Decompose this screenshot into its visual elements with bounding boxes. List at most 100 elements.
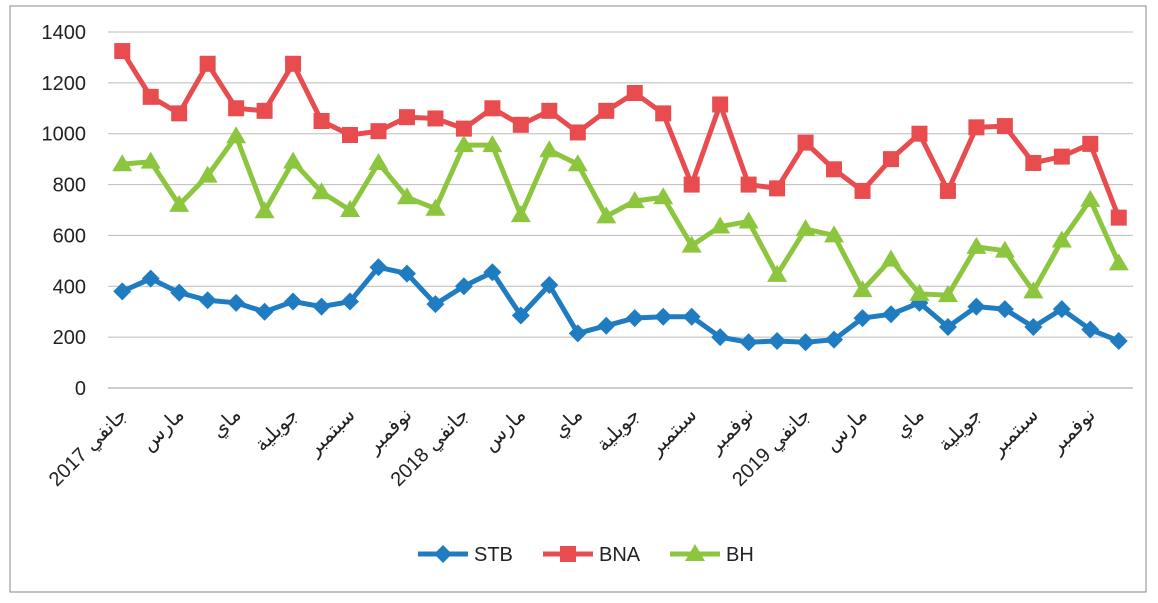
y-tick-label: 1000 <box>42 124 87 146</box>
marker <box>995 300 1014 319</box>
marker <box>681 235 702 253</box>
y-tick-label: 0 <box>75 378 86 400</box>
legend-marker <box>434 545 452 563</box>
marker <box>796 333 815 352</box>
marker <box>911 125 928 142</box>
marker <box>569 124 586 141</box>
marker <box>996 118 1013 135</box>
marker <box>853 309 872 328</box>
marker <box>169 194 190 212</box>
marker <box>1023 281 1044 299</box>
marker <box>937 285 958 303</box>
marker <box>824 225 845 243</box>
marker <box>227 293 246 312</box>
marker <box>454 277 473 296</box>
marker <box>682 307 701 326</box>
marker <box>341 292 360 311</box>
marker <box>597 316 616 335</box>
marker <box>769 180 786 197</box>
marker <box>625 309 644 328</box>
marker <box>312 297 331 316</box>
series-line <box>122 133 1122 298</box>
marker <box>567 154 588 172</box>
legend-label: STB <box>474 544 513 566</box>
marker <box>710 216 731 234</box>
marker <box>455 120 472 137</box>
marker <box>398 109 415 126</box>
marker <box>112 154 133 172</box>
marker <box>141 269 160 288</box>
legend-marker <box>560 546 576 562</box>
marker <box>909 283 930 301</box>
marker <box>938 317 957 336</box>
marker <box>425 198 446 216</box>
marker <box>1052 300 1071 319</box>
marker <box>626 85 643 102</box>
marker <box>740 176 757 193</box>
y-tick-label: 600 <box>53 225 86 247</box>
legend-label: BH <box>726 544 754 566</box>
marker <box>1081 320 1100 339</box>
marker <box>852 280 873 298</box>
marker <box>397 264 416 283</box>
marker <box>256 102 273 119</box>
marker <box>712 96 729 113</box>
marker <box>539 140 560 158</box>
marker <box>427 110 444 127</box>
marker <box>683 176 700 193</box>
y-tick-label: 1400 <box>42 22 87 44</box>
marker <box>624 191 645 209</box>
marker <box>1109 331 1128 350</box>
marker <box>171 105 188 122</box>
marker <box>198 291 217 310</box>
marker <box>767 264 788 282</box>
marker <box>342 126 359 143</box>
marker <box>313 113 330 129</box>
marker <box>541 102 558 119</box>
marker <box>284 292 303 311</box>
marker <box>254 201 275 219</box>
marker <box>140 151 161 169</box>
marker <box>170 283 189 302</box>
marker <box>512 116 529 133</box>
y-tick-label: 800 <box>53 175 86 197</box>
marker <box>340 200 361 217</box>
marker <box>283 151 304 169</box>
marker <box>711 328 730 347</box>
marker <box>285 55 302 72</box>
marker <box>768 331 787 350</box>
marker <box>738 211 759 229</box>
marker <box>1051 230 1072 248</box>
marker <box>1110 209 1127 226</box>
marker <box>1080 189 1101 207</box>
marker <box>370 123 387 140</box>
marker <box>655 105 672 122</box>
marker <box>453 135 474 153</box>
marker <box>882 151 899 168</box>
marker <box>653 187 674 205</box>
marker <box>854 182 871 199</box>
marker <box>482 135 503 153</box>
marker <box>483 263 502 282</box>
marker <box>484 100 501 117</box>
marker <box>368 152 389 170</box>
marker <box>113 282 132 301</box>
marker <box>1108 253 1129 271</box>
marker <box>825 330 844 349</box>
y-tick-label: 1200 <box>42 73 87 95</box>
marker <box>114 43 131 60</box>
marker <box>994 240 1015 258</box>
marker <box>1053 148 1070 165</box>
marker <box>1082 135 1099 152</box>
marker <box>739 333 758 352</box>
marker <box>826 161 843 178</box>
marker <box>255 302 274 321</box>
marker <box>1024 317 1043 336</box>
marker <box>654 307 673 326</box>
marker <box>510 205 531 223</box>
y-tick-label: 200 <box>53 327 86 349</box>
marker <box>396 187 417 205</box>
marker <box>596 206 617 224</box>
marker <box>311 182 332 200</box>
